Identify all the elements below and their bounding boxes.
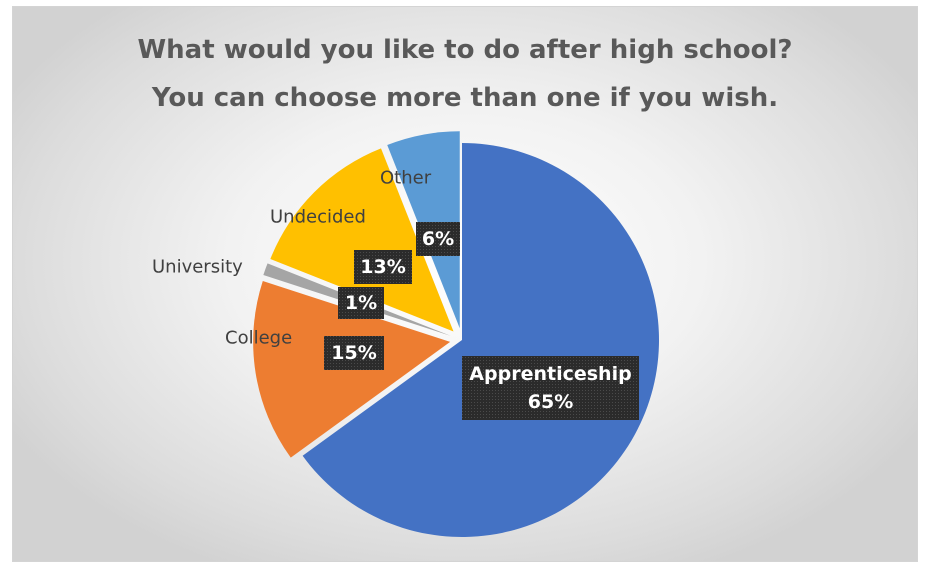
data-label-value-college: 15% [331,342,376,364]
pie-slice-undecided [270,148,454,332]
data-label-name-university: University [152,257,243,278]
data-label-box-college [324,336,384,370]
data-label-box-undecided [354,250,412,284]
data-label-name-other: Other [380,168,432,189]
data-label-value-undecided: 13% [360,256,405,278]
data-label-value-university: 1% [345,292,377,314]
data-label-name-college: College [225,328,292,349]
data-label-box-apprenticeship [462,356,639,420]
data-label-box-other [416,222,460,256]
pie-slice-apprenticeship [302,143,660,538]
chart-title-line-2: You can choose more than one if you wish… [151,83,779,113]
data-label-name-undecided: Undecided [270,207,366,228]
data-label-value-apprenticeship: 65% [528,391,573,413]
data-label-name-apprenticeship: Apprenticeship [469,363,631,385]
data-label-value-other: 6% [422,228,454,250]
chart-title-line-1: What would you like to do after high sch… [137,35,793,65]
data-label-box-university [338,287,384,319]
